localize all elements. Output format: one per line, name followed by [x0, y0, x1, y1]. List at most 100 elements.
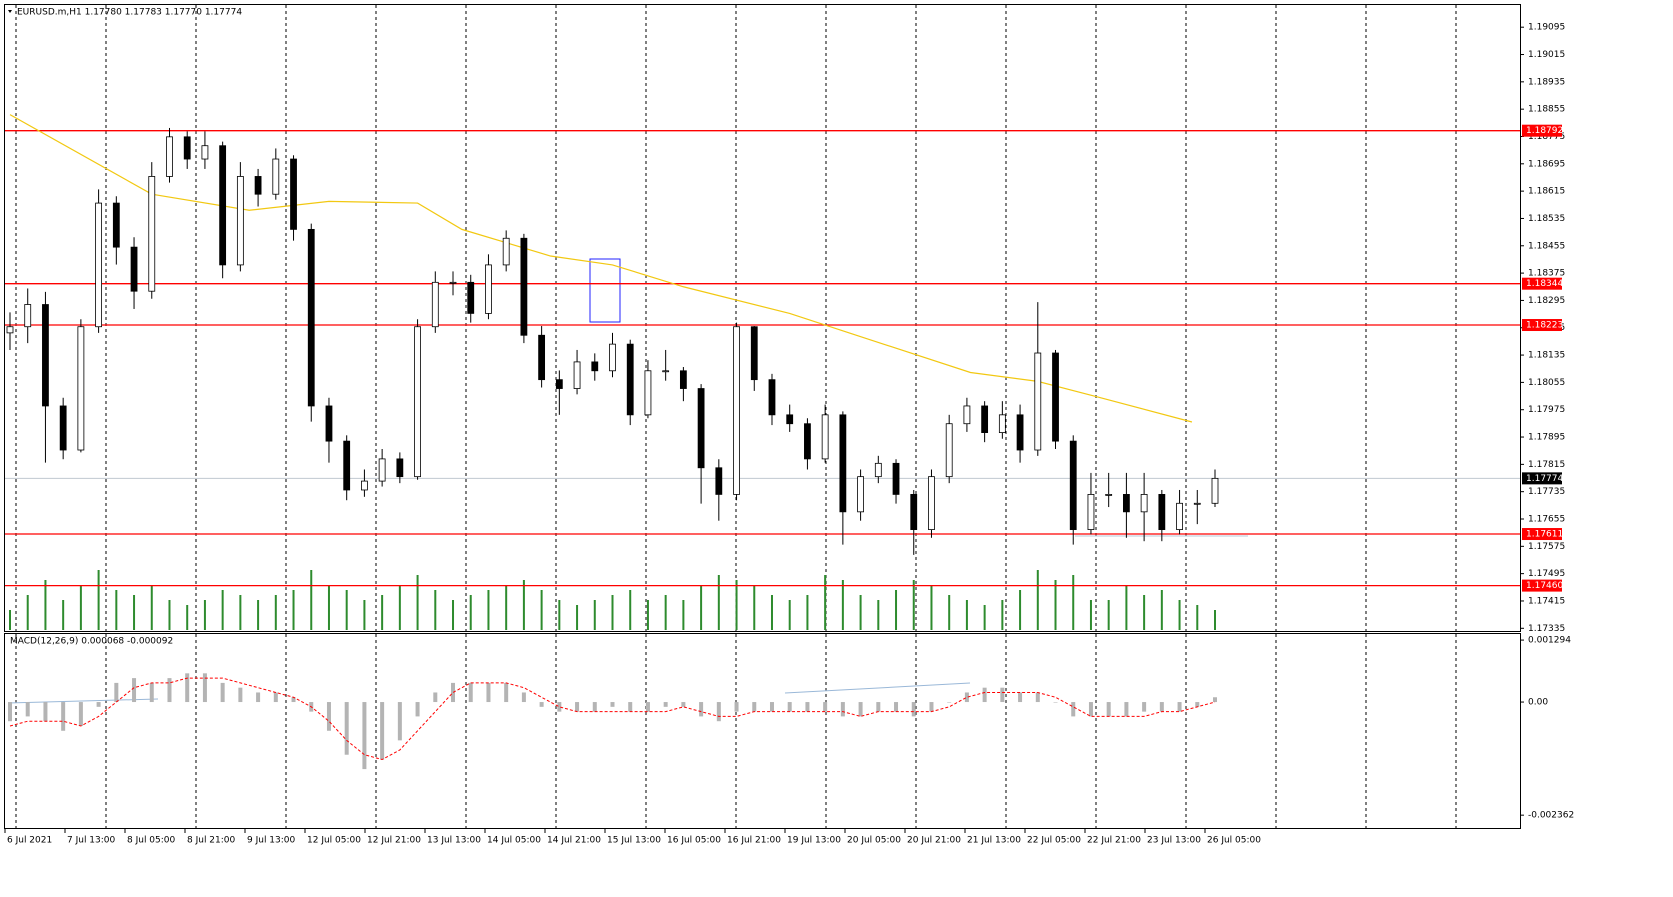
candle-body	[449, 281, 457, 284]
candle-body	[910, 494, 918, 530]
volume-bar	[398, 585, 401, 630]
volume-bar	[168, 600, 171, 630]
candle-body	[431, 281, 439, 328]
candle-body	[945, 423, 953, 478]
macd-bar	[964, 692, 969, 703]
y-tick-label: 1.18775	[1528, 132, 1565, 142]
candle-body	[839, 414, 847, 513]
x-tick-label: 21 Jul 13:00	[967, 836, 1021, 846]
candle-body	[325, 405, 333, 442]
y-tick-label: 1.19095	[1528, 23, 1565, 33]
highlight-box	[589, 258, 621, 323]
candle-body	[786, 414, 794, 425]
macd-bar	[1106, 702, 1111, 717]
x-tick-label: 14 Jul 21:00	[547, 836, 601, 846]
y-tick-label: 1.17975	[1528, 405, 1565, 415]
candle-body	[485, 264, 492, 314]
volume-bar	[1019, 590, 1022, 630]
macd-bar	[78, 702, 83, 726]
x-tick-label: 22 Jul 05:00	[1027, 836, 1081, 846]
level-label-box	[1522, 579, 1562, 592]
volume-bar	[26, 595, 29, 630]
macd-bar	[1053, 702, 1058, 703]
volume-bar	[310, 570, 313, 630]
volume-bar	[416, 575, 419, 630]
candle-body	[750, 326, 758, 381]
candle-body	[502, 237, 510, 266]
volume-bar	[1089, 600, 1092, 630]
candle-body	[998, 414, 1006, 433]
volume-bar	[806, 595, 809, 630]
x-tick-label: 12 Jul 05:00	[307, 836, 361, 846]
candle-body	[1158, 494, 1166, 530]
macd-bar	[43, 702, 48, 722]
y-tick-label: 1.18455	[1528, 241, 1565, 251]
y-tick-label: 1.17415	[1528, 596, 1565, 606]
x-tick-label: 8 Jul 21:00	[187, 836, 236, 846]
y-tick-label: -0.002362	[1528, 811, 1574, 821]
candle-body	[662, 370, 670, 373]
y-tick-label: 1.18935	[1528, 77, 1565, 87]
macd-bar	[149, 682, 154, 703]
macd-bar	[273, 692, 278, 703]
candle-body	[42, 304, 49, 407]
volume-bar	[983, 605, 986, 630]
candle-body	[467, 281, 475, 314]
volume-bar	[257, 600, 260, 630]
candle-body	[183, 136, 191, 160]
volume-bar	[700, 585, 703, 630]
macd-bar	[486, 682, 491, 703]
volume-bar	[221, 590, 224, 630]
candle-body	[6, 326, 14, 334]
volume-bar	[292, 590, 295, 630]
y-tick-label: 0.001294	[1528, 636, 1571, 646]
macd-bar	[468, 682, 473, 703]
macd-bar	[185, 673, 190, 703]
macd-bar	[1177, 702, 1182, 712]
x-tick-label: 8 Jul 05:00	[127, 836, 176, 846]
dropdown-icon[interactable]	[8, 10, 12, 13]
volume-bar	[558, 600, 561, 630]
x-tick-label: 20 Jul 05:00	[847, 836, 901, 846]
candle-body	[414, 326, 421, 478]
macd-bar	[539, 702, 544, 707]
volume-bar	[469, 595, 472, 630]
y-tick-label: 1.19015	[1528, 50, 1565, 60]
x-tick-label: 15 Jul 13:00	[607, 836, 661, 846]
volume-bar	[62, 600, 65, 630]
candle-body	[981, 405, 989, 433]
macd-bar	[911, 702, 916, 717]
candle-body	[290, 158, 297, 230]
macd-bar	[752, 702, 757, 712]
volume-bar	[274, 595, 277, 630]
candle-body	[892, 462, 900, 495]
volume-bar	[576, 605, 579, 630]
macd-bar	[734, 702, 739, 712]
y-tick-label: 1.18855	[1528, 105, 1565, 115]
candle-body	[343, 440, 351, 491]
candle-body	[715, 467, 723, 495]
candle-body	[1052, 352, 1059, 442]
macd-bar	[858, 702, 863, 717]
grid	[15, 5, 1457, 828]
level-label-box	[1522, 277, 1562, 290]
candle-body	[874, 462, 882, 478]
macd-bar	[982, 687, 987, 703]
volume-bar	[1054, 580, 1057, 630]
volume-bar	[1001, 600, 1004, 630]
candle-body	[254, 176, 262, 195]
volume-bar	[859, 595, 862, 630]
volume-bar	[664, 595, 667, 630]
candle-body	[236, 176, 244, 266]
candle-body	[821, 414, 829, 460]
macd-bar	[1124, 702, 1129, 717]
moving-average	[9, 114, 1193, 423]
candle-body	[201, 145, 209, 160]
candle-body	[1087, 494, 1095, 530]
volume-bar	[611, 595, 614, 630]
candle-body	[1034, 352, 1042, 451]
y-tick-label: 1.18535	[1528, 214, 1565, 224]
volume-bar	[203, 600, 206, 630]
volume-bar	[912, 580, 915, 630]
